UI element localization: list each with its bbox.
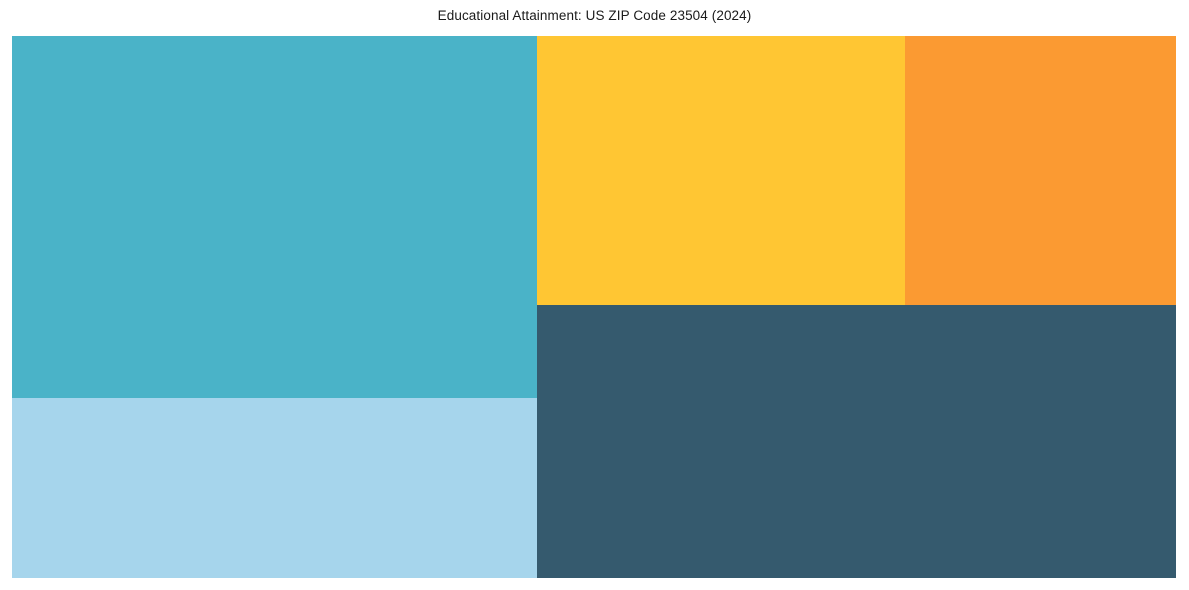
treemap-tile-graduate-professional-degree[interactable]: Graduate or professional degree <box>905 36 1176 305</box>
treemap-tile-some-college-no-degree[interactable]: Some college, no degree <box>537 305 1176 578</box>
treemap-tile-label: Bachelor's degree <box>543 40 631 52</box>
treemap-tile-label: Some college, no degree <box>543 309 665 321</box>
treemap-tile-label: High school graduate (includes equivalen… <box>18 40 234 52</box>
treemap-tile-high-school-graduate[interactable]: High school graduate (includes equivalen… <box>12 36 537 398</box>
treemap-tile-label: Less than high school diploma <box>18 402 166 414</box>
chart-title: Educational Attainment: US ZIP Code 2350… <box>437 8 752 23</box>
treemap-tile-bachelors-degree[interactable]: Bachelor's degree <box>537 36 905 305</box>
treemap-tile-label: Graduate or professional degree <box>911 40 1069 52</box>
treemap-plot-area: High school graduate (includes equivalen… <box>12 36 1176 578</box>
treemap-tile-less-than-high-school[interactable]: Less than high school diploma <box>12 398 537 578</box>
